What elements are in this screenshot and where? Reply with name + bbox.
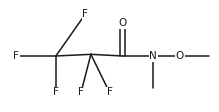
Text: O: O — [118, 18, 127, 28]
Text: F: F — [53, 87, 59, 97]
Text: N: N — [149, 51, 157, 61]
Text: F: F — [83, 9, 88, 19]
Text: F: F — [78, 87, 84, 97]
Text: F: F — [107, 87, 112, 97]
Text: F: F — [14, 51, 19, 61]
Text: O: O — [175, 51, 184, 61]
